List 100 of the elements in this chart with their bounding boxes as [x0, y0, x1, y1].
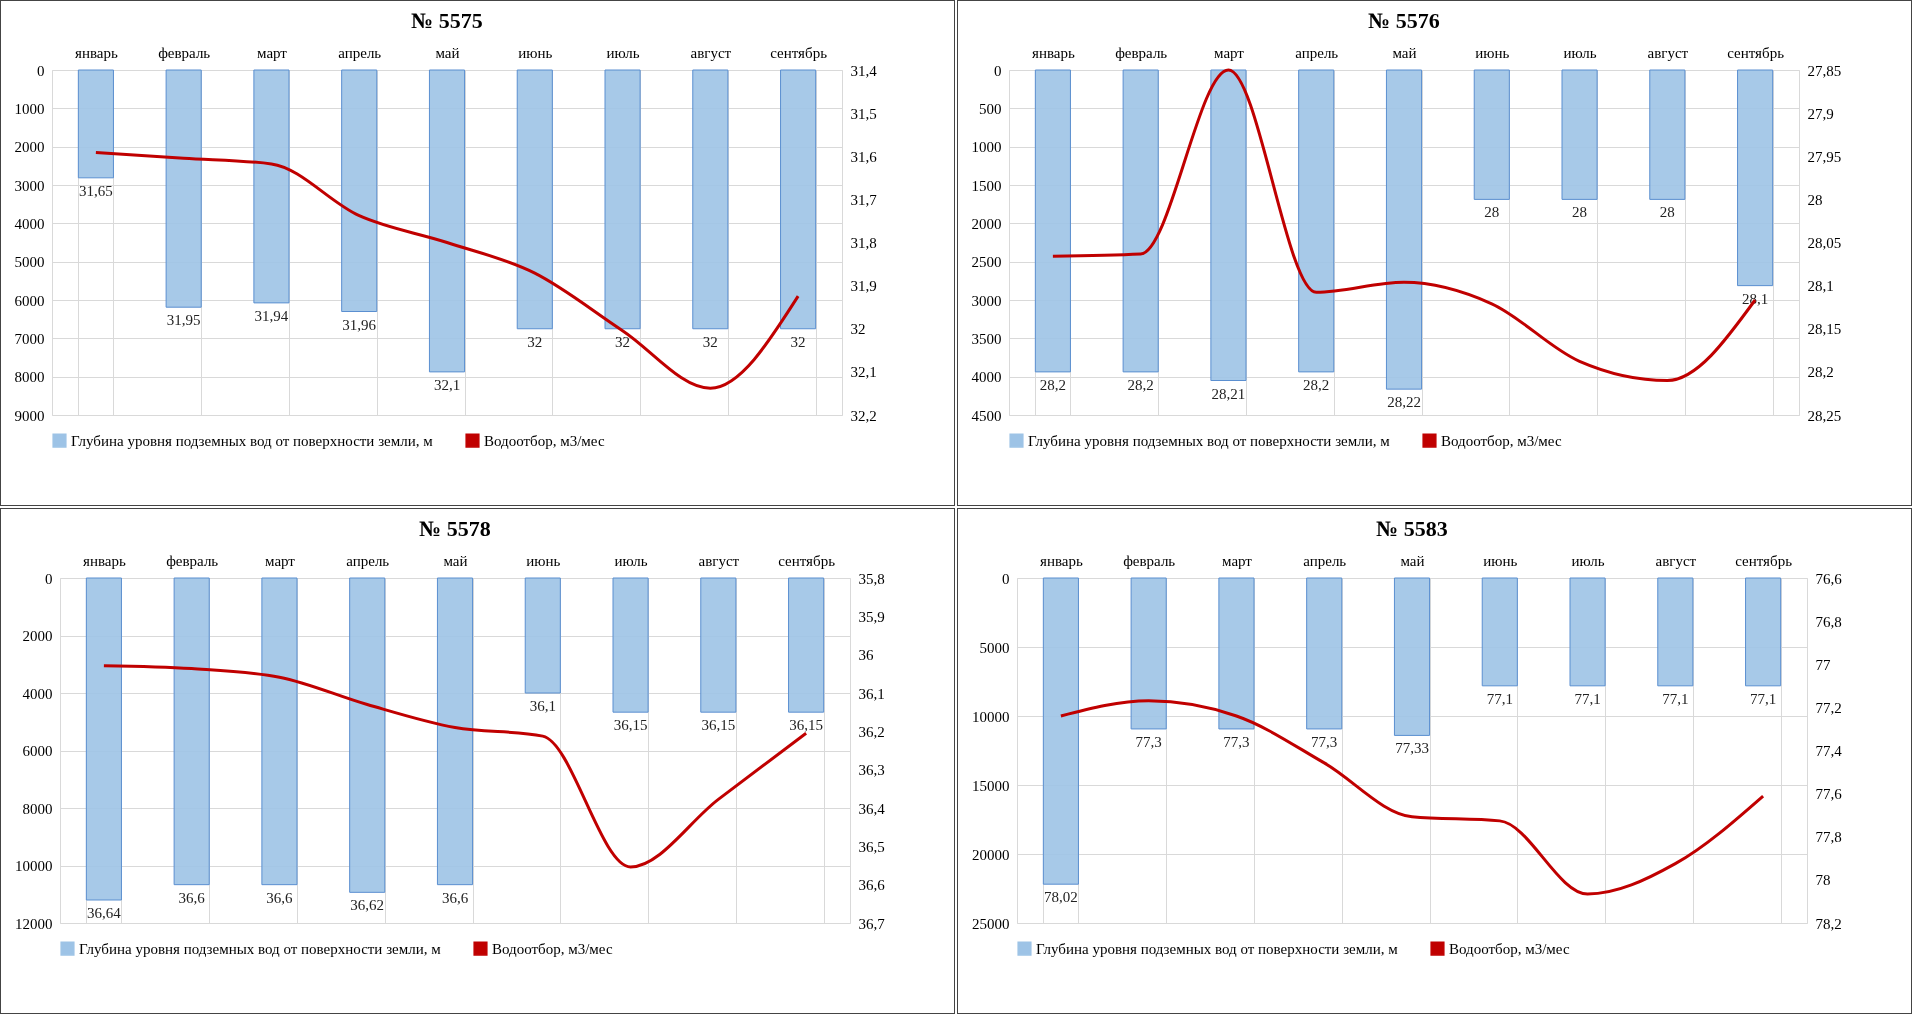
x-tick-label: март: [1213, 44, 1245, 61]
chart-title: № 5583: [1376, 516, 1448, 541]
y2-tick-label: 31,6: [850, 148, 878, 165]
y-tick-label: 5000: [979, 639, 1010, 656]
legend-label: Глубина уровня подземных вод от поверхности земли, м: [1036, 940, 1399, 957]
y2-tick-label: 27,85: [1807, 62, 1842, 79]
data-label: 36,15: [613, 717, 648, 734]
data-label: 36,6: [441, 889, 469, 906]
y2-tick-label: 31,4: [850, 62, 878, 79]
y-tick-label: 7000: [14, 330, 45, 347]
y-tick-label: 8000: [22, 800, 53, 817]
y2-tick-label: 36,1: [858, 685, 885, 702]
y-tick-label: 25000: [972, 915, 1010, 932]
y-tick-label: 2500: [971, 254, 1002, 271]
y2-tick-label: 36: [858, 647, 874, 664]
y-tick-label: 0: [45, 570, 53, 587]
data-label: 28,2: [1303, 376, 1330, 393]
y2-tick-label: 28,05: [1807, 235, 1842, 251]
x-tick-label: сентябрь: [778, 552, 836, 569]
data-label: 28,21: [1211, 385, 1246, 402]
y-tick-label: 4000: [971, 369, 1002, 386]
y-tick-label: 10000: [15, 858, 53, 874]
data-label: 77,3: [1311, 733, 1338, 750]
data-label: 31,95: [166, 312, 201, 329]
y2-tick-label: 35,9: [858, 608, 885, 625]
y2-tick-label: 36,4: [858, 800, 886, 817]
data-label: 78,02: [1044, 889, 1078, 906]
data-label: 77,3: [1135, 733, 1162, 750]
data-label: 77,3: [1223, 733, 1250, 750]
y2-tick-label: 27,9: [1807, 105, 1834, 122]
y2-tick-label: 31,7: [850, 191, 878, 208]
data-label: 77,33: [1395, 740, 1429, 757]
y2-tick-label: 36,5: [858, 838, 885, 855]
x-tick-label: май: [443, 552, 468, 569]
data-label: 36,6: [178, 889, 206, 906]
x-tick-label: май: [435, 44, 460, 61]
legend-label: Глубина уровня подземных вод от поверхности земли, м: [79, 940, 442, 957]
data-label: 28,22: [1387, 394, 1421, 411]
legend-label: Глубина уровня подземных вод от поверхности земли, м: [71, 432, 434, 449]
x-tick-label: август: [1647, 44, 1689, 61]
data-label: 31,94: [254, 307, 289, 324]
data-label: 28: [1572, 204, 1588, 221]
x-tick-label: июль: [1563, 44, 1597, 61]
data-label: 32,1: [433, 376, 461, 393]
y2-tick-label: 35,8: [858, 570, 885, 587]
y2-tick-label: 36,6: [858, 877, 886, 894]
y2-tick-label: 32,1: [850, 364, 877, 381]
y-tick-label: 0: [1002, 570, 1010, 587]
data-label: 36,15: [789, 717, 823, 734]
data-label: 28,2: [1127, 376, 1154, 393]
legend-label: Водоотбор, м3/мес: [1441, 432, 1562, 449]
y-tick-label: 12000: [15, 915, 53, 932]
y2-tick-label: 28,2: [1807, 364, 1834, 381]
x-tick-label: февраль: [166, 552, 219, 569]
x-tick-label: январь: [82, 552, 126, 569]
chart-title: № 5575: [411, 8, 483, 33]
y-tick-label: 9000: [14, 407, 45, 424]
y2-tick-label: 78: [1815, 872, 1831, 889]
x-tick-label: апрель: [346, 552, 390, 569]
chart-title: № 5578: [419, 516, 491, 541]
x-tick-label: май: [1392, 44, 1417, 61]
y-tick-label: 1000: [971, 139, 1002, 156]
data-label: 36,1: [529, 698, 556, 714]
y2-tick-label: 77,8: [1815, 829, 1842, 846]
y-tick-label: 15000: [972, 777, 1010, 794]
legend-label: Водоотбор, м3/мес: [492, 940, 613, 957]
y-tick-label: 5000: [14, 254, 45, 271]
y-tick-label: 0: [994, 62, 1002, 79]
y-tick-label: 4500: [971, 407, 1002, 424]
y2-tick-label: 77: [1815, 656, 1831, 673]
x-tick-label: январь: [74, 44, 118, 61]
y-tick-label: 500: [979, 100, 1002, 117]
data-label: 77,1: [1574, 690, 1601, 707]
y-tick-label: 2000: [22, 628, 53, 644]
y-tick-label: 8000: [14, 369, 45, 386]
y2-tick-label: 76,8: [1815, 613, 1842, 630]
x-tick-label: июль: [606, 44, 640, 61]
x-tick-label: сентябрь: [770, 44, 828, 61]
y2-tick-label: 31,8: [850, 235, 877, 251]
y-tick-label: 6000: [22, 743, 53, 759]
y2-tick-label: 31,5: [850, 105, 877, 122]
data-label: 77,1: [1486, 690, 1513, 707]
y2-tick-label: 36,7: [858, 915, 886, 932]
x-tick-label: август: [698, 552, 740, 569]
x-tick-label: июнь: [1475, 44, 1510, 61]
data-label: 32: [702, 333, 718, 350]
y-tick-label: 2000: [14, 139, 45, 156]
data-label: 28: [1659, 204, 1675, 221]
x-tick-label: сентябрь: [1727, 44, 1785, 61]
legend-label: Глубина уровня подземных вод от поверхности земли, м: [1028, 432, 1391, 449]
data-label: 36,64: [87, 905, 122, 921]
y2-tick-label: 76,6: [1815, 570, 1843, 587]
y-tick-label: 0: [37, 62, 45, 79]
data-label: 36,62: [350, 897, 385, 914]
x-tick-label: июнь: [1483, 552, 1518, 569]
y2-tick-label: 77,6: [1815, 786, 1843, 803]
y-tick-label: 2000: [971, 215, 1002, 232]
y-tick-label: 3500: [971, 330, 1002, 347]
x-tick-label: май: [1400, 552, 1425, 569]
x-tick-label: июнь: [526, 552, 561, 569]
